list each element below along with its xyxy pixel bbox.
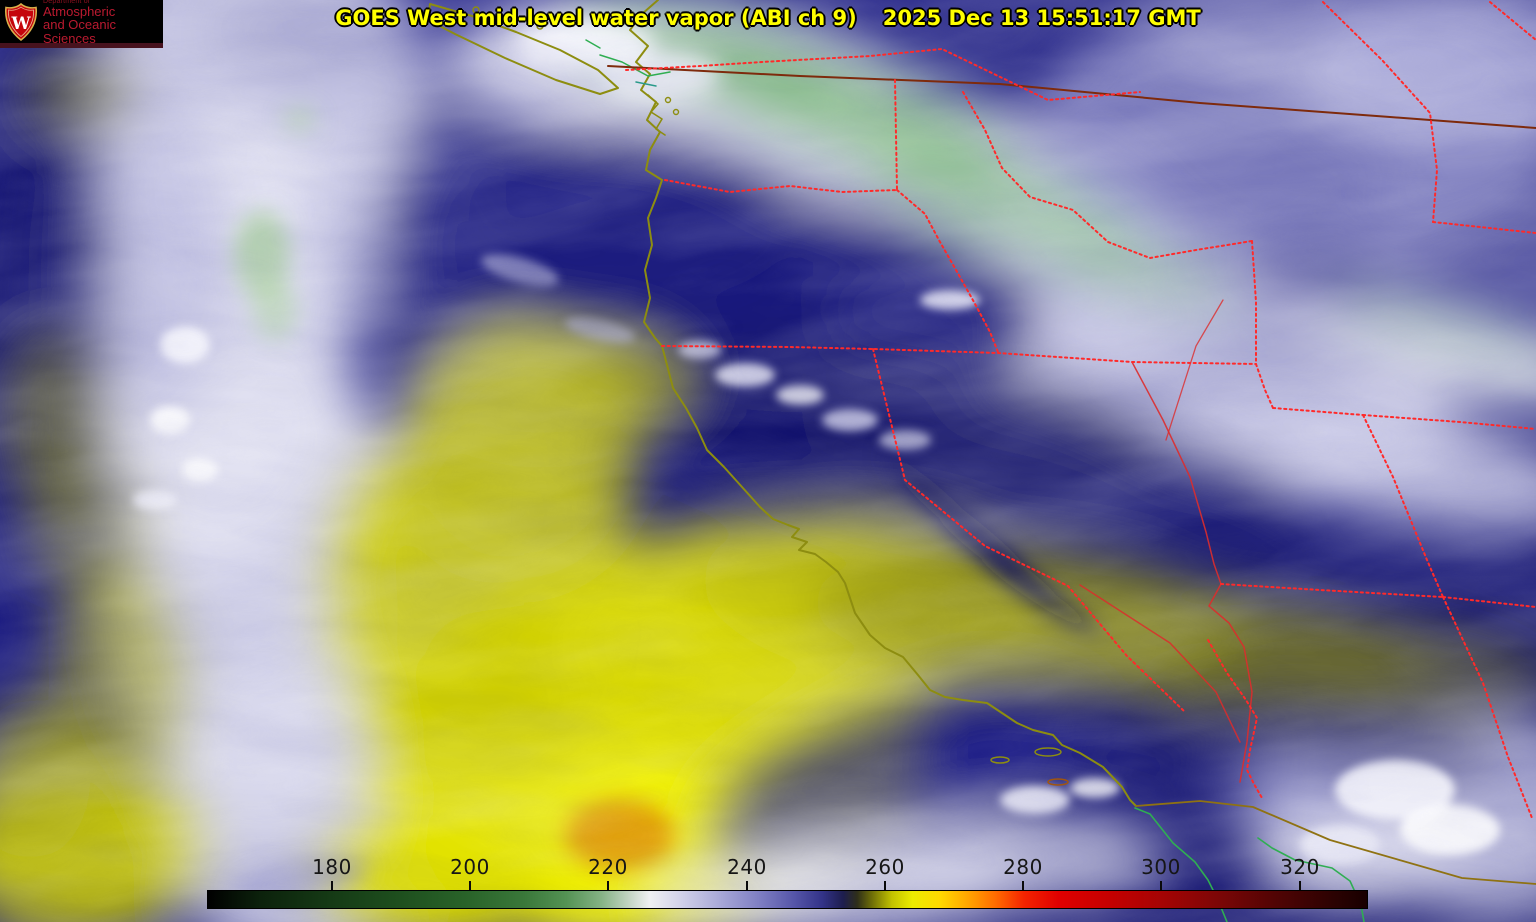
logo-underline [0, 43, 163, 48]
uw-crest-icon: W [4, 2, 38, 41]
colorbar-label: 200 [450, 855, 490, 879]
colorbar-tick [1022, 881, 1024, 890]
colorbar-tick [469, 881, 471, 890]
colorbar-tick [746, 881, 748, 890]
image-title-bar: GOES West mid-level water vapor (ABI ch … [335, 6, 1200, 30]
colorbar-label: 300 [1141, 855, 1181, 879]
state-borders-layer [625, 1, 1536, 819]
logo-department-prefix: Department of [43, 0, 90, 6]
colorbar-label: 280 [1003, 855, 1043, 879]
product-title: GOES West mid-level water vapor (ABI ch … [335, 6, 857, 30]
colorbar-label: 180 [312, 855, 352, 879]
coastline-layer [427, 0, 1536, 922]
logo-name-line2: and Oceanic Sciences [43, 17, 116, 46]
colorbar-gradient [207, 890, 1368, 909]
colorbar-label: 240 [727, 855, 767, 879]
uw-aos-logo: W Department of Atmospheric and Oceanic … [0, 0, 163, 45]
colorbar-tick [1299, 881, 1301, 890]
timestamp: 2025 Dec 13 15:51:17 GMT [882, 6, 1201, 30]
colorbar-tick [331, 881, 333, 890]
colorbar-label: 320 [1280, 855, 1320, 879]
colorbar-tick [884, 881, 886, 890]
logo-name-line1: Atmospheric [43, 4, 116, 20]
country-borders-layer [607, 65, 1536, 783]
logo-text: Department of Atmospheric and Oceanic Sc… [43, 0, 163, 45]
colorbar-tick [1160, 881, 1162, 890]
colorbar-label: 220 [588, 855, 628, 879]
svg-text:W: W [10, 14, 31, 34]
colorbar-label: 260 [865, 855, 905, 879]
colorbar-tick [607, 881, 609, 890]
